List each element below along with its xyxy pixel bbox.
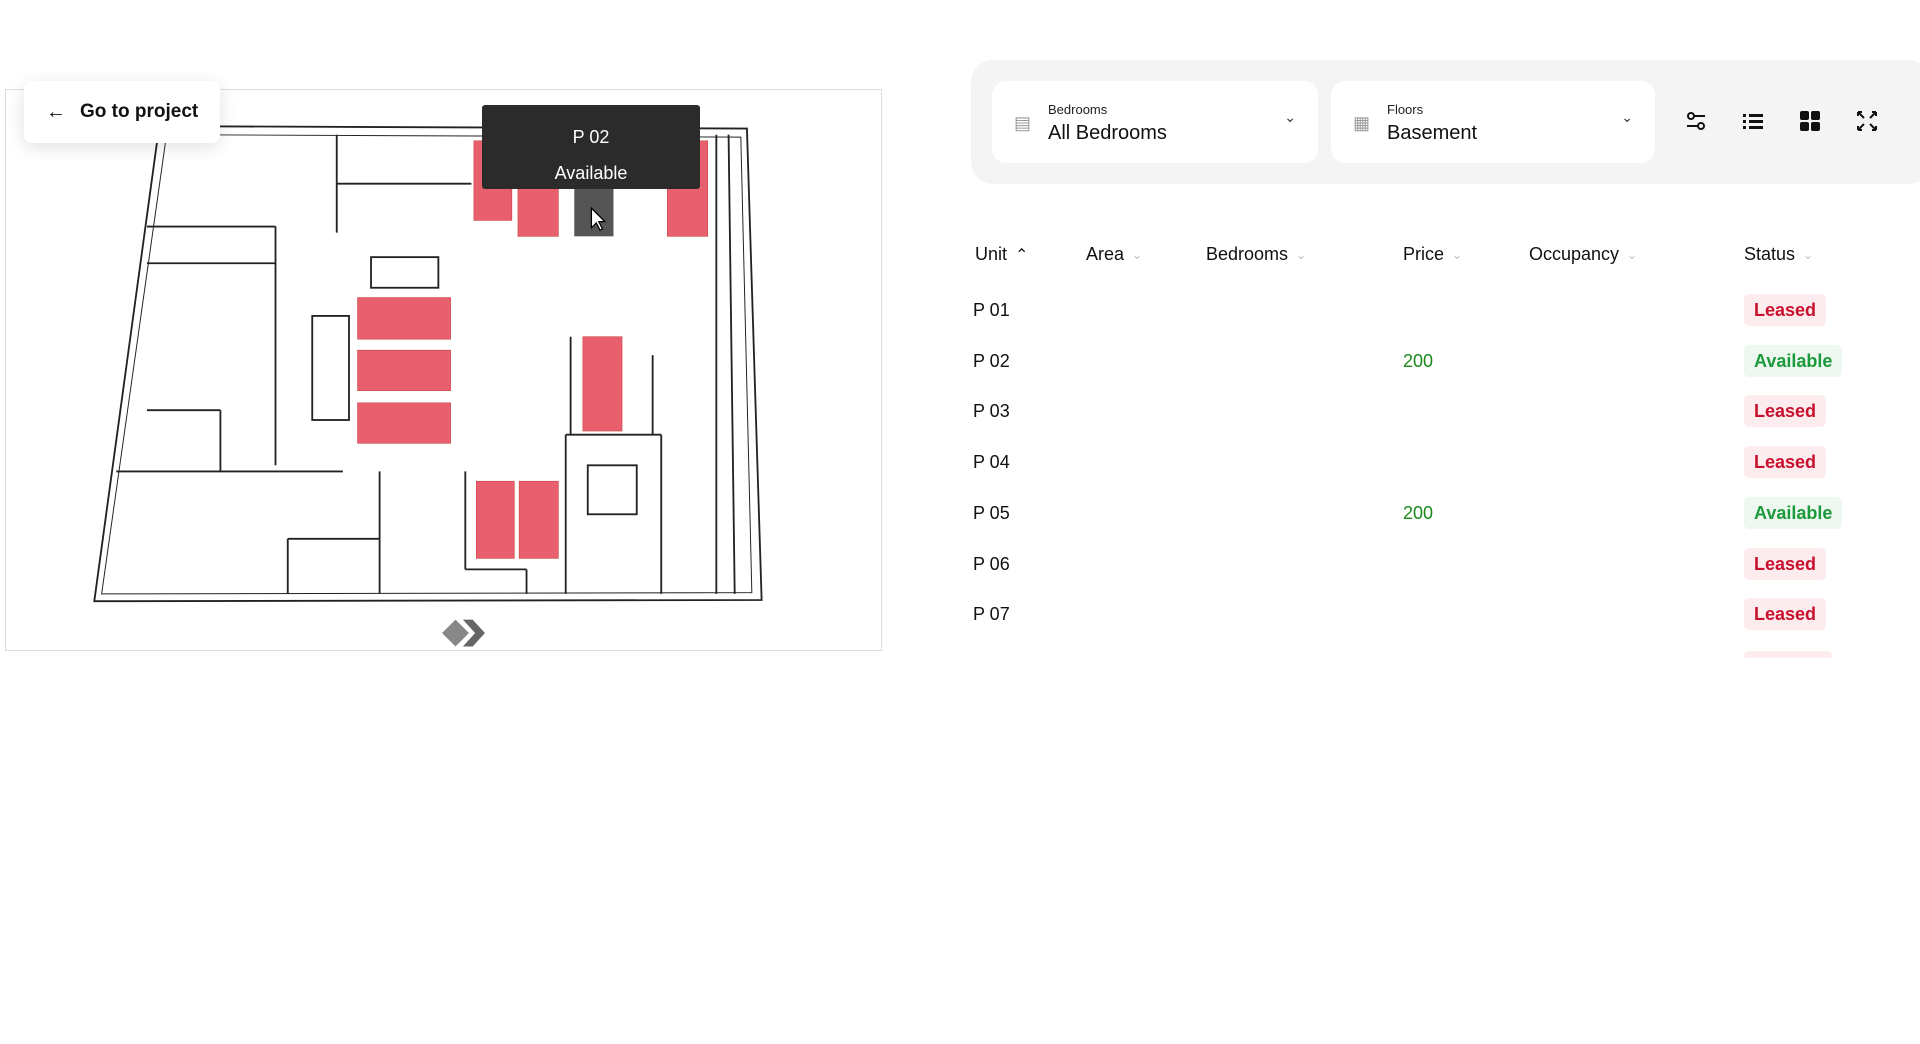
chevron-down-icon: ⌄: [1284, 109, 1296, 125]
parking-unit[interactable]: [517, 183, 559, 237]
unit-cell[interactable]: P 04: [973, 452, 1010, 473]
column-label: Price: [1403, 244, 1445, 264]
tooltip-status: Available: [554, 163, 628, 183]
column-header-unit[interactable]: Unit ⌃: [975, 244, 1028, 265]
parking-unit[interactable]: [357, 297, 451, 340]
unit-cell[interactable]: P 05: [973, 502, 1010, 523]
bedrooms-label: Bedrooms: [1048, 102, 1108, 117]
bedrooms-value: All Bedrooms: [1048, 122, 1167, 144]
parking-unit[interactable]: [357, 402, 451, 444]
grid-icon[interactable]: [1793, 104, 1827, 138]
column-header-bedrooms[interactable]: Bedrooms ⌄: [1206, 244, 1306, 265]
list-icon[interactable]: [1736, 104, 1770, 138]
unit-tooltip: P 02 Available: [482, 105, 700, 189]
sort-chevron-down-icon: ⌄: [1452, 247, 1463, 262]
tooltip-unit: P 02: [572, 127, 610, 147]
sliders-icon[interactable]: [1679, 104, 1713, 138]
status-badge: Available: [1744, 344, 1843, 377]
bed-icon: ▤: [1014, 113, 1032, 133]
column-header-occupancy[interactable]: Occupancy ⌄: [1529, 244, 1637, 265]
status-badge: Leased: [1744, 547, 1827, 580]
status-badge: Leased: [1744, 598, 1827, 631]
unit-cell[interactable]: P 06: [973, 553, 1010, 574]
floors-value: Basement: [1387, 122, 1478, 144]
parking-unit-p02-selected[interactable]: [574, 183, 614, 237]
parking-unit[interactable]: [476, 480, 515, 559]
sort-chevron-down-icon: ⌄: [1132, 247, 1143, 262]
filter-bar: ▤ Bedrooms All Bedrooms ⌄ ▦ Floors Basem…: [971, 60, 1920, 184]
column-label: Occupancy: [1529, 244, 1620, 264]
column-header-area[interactable]: Area ⌄: [1086, 244, 1142, 265]
chevron-down-icon: ⌄: [1621, 109, 1633, 125]
status-badge: Leased: [1744, 294, 1827, 326]
status-badge-partial: [1744, 651, 1832, 658]
parking-unit[interactable]: [518, 480, 559, 559]
status-badge: Leased: [1744, 446, 1827, 479]
building-icon: ▦: [1353, 113, 1371, 133]
sort-chevron-down-icon: ⌄: [1803, 247, 1814, 262]
price-cell: 200: [1403, 350, 1434, 371]
floors-label: Floors: [1387, 102, 1424, 117]
go-to-project-label: Go to project: [80, 101, 199, 122]
bedrooms-select[interactable]: ▤ Bedrooms All Bedrooms ⌄: [992, 81, 1318, 163]
column-header-status[interactable]: Status ⌄: [1744, 244, 1813, 265]
column-label: Status: [1744, 244, 1796, 264]
column-label: Unit: [975, 244, 1008, 264]
sort-chevron-down-icon: ⌄: [1627, 247, 1638, 262]
unit-cell[interactable]: P 01: [973, 300, 1010, 320]
arrow-left-icon: ←: [46, 100, 66, 123]
column-label: Area: [1086, 244, 1125, 264]
column-header-price[interactable]: Price ⌄: [1403, 244, 1462, 265]
sort-ascending-icon: ⌃: [1015, 246, 1029, 264]
floors-select[interactable]: ▦ Floors Basement ⌄: [1331, 81, 1655, 163]
unit-cell[interactable]: P 07: [973, 604, 1010, 625]
unit-cell[interactable]: P 02: [973, 350, 1010, 371]
fullscreen-icon[interactable]: [1850, 104, 1884, 138]
price-cell: 200: [1403, 502, 1434, 523]
status-badge: Leased: [1744, 395, 1827, 428]
unit-cell[interactable]: P 03: [973, 401, 1010, 422]
parking-unit[interactable]: [357, 349, 451, 391]
column-label: Bedrooms: [1206, 244, 1289, 264]
status-badge: Available: [1744, 496, 1843, 529]
sort-chevron-down-icon: ⌄: [1296, 247, 1307, 262]
go-to-project-button[interactable]: ← Go to project: [24, 81, 220, 143]
parking-unit[interactable]: [582, 336, 623, 432]
